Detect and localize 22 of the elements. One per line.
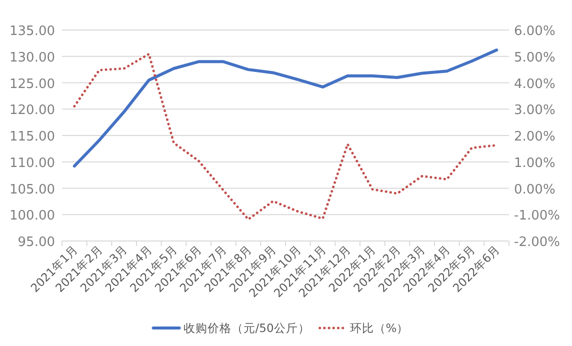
legend-label: 环比（%） bbox=[350, 321, 409, 335]
y-tick-label: 95.00 bbox=[18, 235, 55, 250]
y-tick-label: 100.00 bbox=[10, 208, 55, 224]
y2-tick-label: -2.00% bbox=[514, 235, 560, 250]
y2-tick-label: 4.00% bbox=[514, 76, 556, 92]
legend-label: 收购价格（元/50公斤） bbox=[183, 321, 310, 335]
y2-tick-label: 5.00% bbox=[514, 50, 556, 66]
y-tick-label: 110.00 bbox=[10, 156, 55, 171]
y2-tick-label: 6.00% bbox=[514, 24, 556, 39]
y-tick-label: 135.00 bbox=[10, 24, 55, 39]
y-tick-label: 120.00 bbox=[10, 103, 55, 118]
y2-tick-label: 2.00% bbox=[514, 130, 556, 144]
line-series bbox=[73, 52, 498, 221]
y-tick-label: 105.00 bbox=[10, 182, 55, 198]
line-series bbox=[72, 48, 498, 168]
y-tick-label: 130.00 bbox=[10, 50, 55, 66]
y-tick-label: 125.00 bbox=[10, 76, 55, 92]
y2-tick-label: 0.00% bbox=[514, 182, 556, 198]
y2-tick-label: 1.00% bbox=[514, 156, 556, 171]
y2-tick-label: -1.00% bbox=[514, 208, 560, 224]
y-tick-label: 115.00 bbox=[10, 130, 55, 144]
y2-tick-label: 3.00% bbox=[514, 103, 556, 118]
